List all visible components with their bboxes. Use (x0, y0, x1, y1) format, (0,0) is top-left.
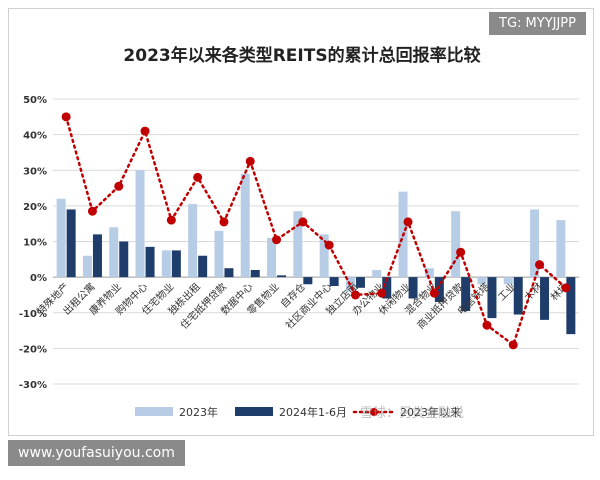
bar-2024h1 (66, 209, 76, 278)
legend-swatch-2024h1 (235, 407, 273, 416)
since-2023-point (272, 235, 282, 245)
since-2023-point (508, 340, 518, 350)
since-2023-point (350, 290, 360, 300)
bar-2024h1 (250, 270, 260, 278)
y-axis-ticks: 50% 40% 30% 20% 10% 0% -10% -20% -30% (19, 95, 47, 391)
bar-2023 (293, 211, 303, 278)
since-2023-point (193, 172, 203, 182)
chart-title: 2023年以来各类型REITS的累计总回报率比较 (123, 45, 480, 66)
since-2023-point (245, 156, 255, 166)
since-2023-point (456, 247, 466, 257)
bar-2024h1 (277, 275, 287, 278)
since-2023-point (324, 240, 334, 250)
bar-2024h1 (224, 268, 234, 278)
bar-2024h1 (303, 277, 313, 285)
since-2023-point (429, 288, 439, 298)
y-tick-label: 40% (23, 131, 47, 142)
watermark-site: www.youfasuiyou.com (8, 440, 185, 466)
bar-2024h1 (145, 246, 155, 278)
bar-2024h1 (198, 255, 208, 278)
bars (56, 170, 576, 335)
bar-2023 (530, 209, 540, 278)
bar-2024h1 (355, 277, 365, 288)
bar-2024h1 (513, 277, 523, 315)
bar-2023 (135, 170, 145, 278)
bar-2023 (240, 173, 250, 278)
bar-2024h1 (408, 277, 418, 299)
bar-2023 (319, 234, 329, 278)
bar-2023 (372, 270, 382, 278)
since-2023-point (298, 217, 308, 227)
since-2023-point (535, 260, 545, 270)
y-tick-label: -10% (19, 309, 47, 320)
bar-2024h1 (461, 277, 471, 311)
bar-2023 (503, 277, 513, 285)
cumulative-line (61, 112, 571, 350)
bar-2023 (82, 255, 92, 278)
legend-marker-since2023 (370, 408, 378, 416)
since-2023-point (377, 288, 387, 298)
bar-2024h1 (119, 241, 129, 278)
gridlines (53, 98, 579, 385)
since-2023-line (64, 115, 568, 347)
since-2023-point (219, 217, 229, 227)
bar-2024h1 (382, 277, 392, 299)
since-2023-point (87, 206, 97, 216)
bar-2023 (424, 268, 434, 278)
bar-2023 (56, 198, 66, 278)
legend-label-2024h1: 2024年1-6月 (279, 405, 347, 419)
bar-2024h1 (487, 277, 497, 319)
legend-label-since2023: 2023年以来 (400, 405, 461, 419)
since-2023-point (61, 112, 71, 122)
bar-2024h1 (434, 277, 444, 303)
bar-2024h1 (92, 234, 102, 278)
legend: 2023年 2024年1-6月 2023年以来 (135, 405, 461, 419)
bar-2023 (109, 227, 119, 278)
bar-2023 (214, 230, 224, 278)
watermark-overlay: 雪球：另类金融说 (360, 406, 465, 421)
bar-2023 (477, 277, 487, 285)
since-2023-point (482, 320, 492, 330)
since-2023-point (140, 126, 150, 136)
bar-2024h1 (566, 277, 576, 335)
bar-2023 (556, 220, 566, 278)
since-2023-point (403, 217, 413, 227)
bar-2023 (267, 237, 277, 278)
y-tick-label: -30% (19, 380, 47, 391)
since-2023-point (561, 283, 571, 293)
bar-2023 (161, 250, 171, 278)
legend-label-2023: 2023年 (179, 405, 218, 419)
bar-2024h1 (540, 277, 550, 320)
bar-2023 (451, 211, 461, 278)
bar-2023 (188, 204, 198, 278)
y-tick-label: 30% (23, 166, 47, 177)
y-tick-label: 50% (23, 95, 47, 106)
legend-swatch-2023 (135, 407, 173, 416)
y-tick-label: 10% (23, 238, 47, 249)
reits-return-chart: 2023年以来各类型REITS的累计总回报率比较 50% 40% 30% 20% 10%… (19, 45, 579, 419)
bar-2024h1 (171, 250, 181, 278)
since-2023-point (114, 181, 124, 191)
y-tick-label: -20% (19, 344, 47, 355)
y-tick-label: 0% (30, 273, 47, 284)
watermark-tag: TG: MYYJJPP (489, 12, 586, 35)
bar-2024h1 (329, 277, 339, 287)
chart-panel: 2023年以来各类型REITS的累计总回报率比较 50% 40% 30% 20% 10%… (8, 8, 594, 436)
y-tick-label: 20% (23, 202, 47, 213)
since-2023-point (166, 215, 176, 225)
